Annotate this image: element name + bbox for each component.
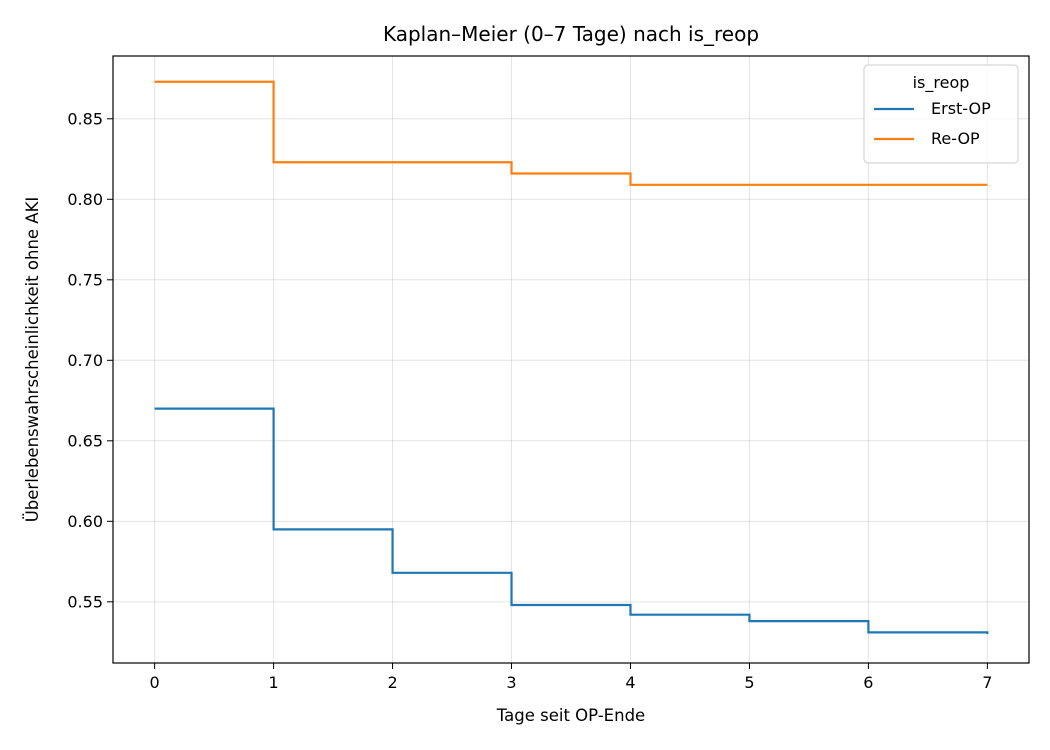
legend-label: Re-OP: [931, 129, 980, 148]
y-tick-label: 0.70: [67, 351, 103, 370]
series-lines: [154, 80, 989, 635]
x-tick-label: 7: [982, 673, 992, 692]
y-tick-label: 0.80: [67, 190, 103, 209]
x-tick-label: 0: [150, 673, 160, 692]
x-axis-title: Tage seit OP-Ende: [496, 706, 645, 725]
x-tick-label: 6: [863, 673, 873, 692]
ticks: 0 1 2 3 4 5 6 7 0.55 0.60 0.65 0.70 0.75 0.80 0.85: [67, 109, 992, 692]
x-tick-label: 4: [625, 673, 635, 692]
y-tick-label: 0.75: [67, 270, 103, 289]
y-tick-label: 0.85: [67, 109, 103, 128]
legend-title: is_reop: [913, 73, 970, 93]
y-axis-title: Überlebenswahrscheinlichkeit ohne AKI: [23, 197, 42, 523]
y-tick-label: 0.65: [67, 431, 103, 450]
chart-title: Kaplan–Meier (0–7 Tage) nach is_reop: [383, 22, 759, 46]
y-tick-label: 0.60: [67, 512, 103, 531]
legend-items: Erst-OP Re-OP: [874, 99, 991, 148]
x-tick-label: 2: [387, 673, 397, 692]
x-tick-label: 5: [744, 673, 754, 692]
series-line-erst-op: [154, 407, 989, 635]
legend: is_reop Erst-OP Re-OP: [863, 64, 1019, 164]
x-tick-label: 3: [506, 673, 516, 692]
legend-label: Erst-OP: [931, 99, 991, 118]
x-tick-label: 1: [269, 673, 279, 692]
series-line-re-op: [154, 80, 988, 186]
y-tick-label: 0.55: [67, 592, 103, 611]
plot-frame: [112, 55, 1030, 664]
